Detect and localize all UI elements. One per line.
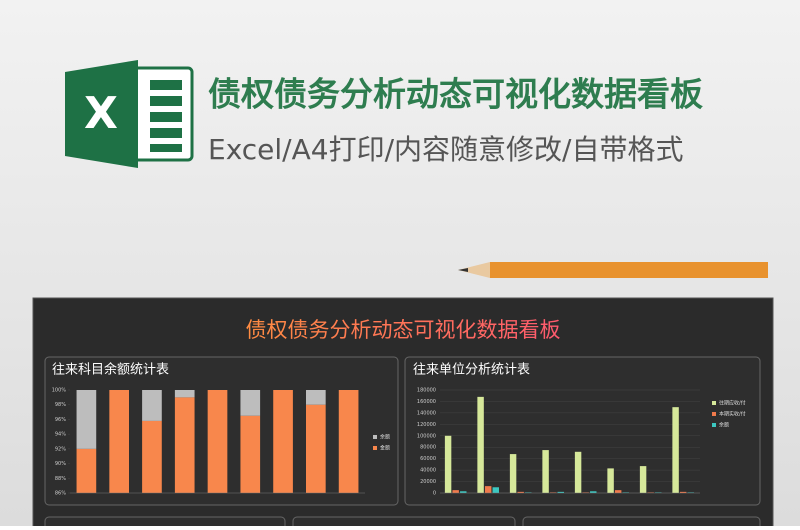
y-tick-label: 100000 bbox=[417, 433, 436, 439]
bar bbox=[509, 454, 517, 493]
y-tick-label: 86% bbox=[55, 491, 66, 497]
y-tick-label: 40000 bbox=[420, 468, 436, 474]
panel bbox=[44, 516, 286, 530]
legend-label: 往期应收/付 bbox=[719, 400, 746, 407]
bar-segment bbox=[306, 404, 326, 493]
legend-swatch bbox=[712, 412, 716, 416]
bar-segment bbox=[142, 420, 162, 493]
bar-segment bbox=[109, 390, 129, 493]
y-tick-label: 88% bbox=[55, 476, 66, 482]
y-tick-label: 92% bbox=[55, 446, 66, 452]
y-tick-label: 94% bbox=[55, 432, 66, 438]
bar bbox=[639, 466, 647, 493]
y-tick-label: 180000 bbox=[417, 388, 436, 394]
bar bbox=[484, 486, 492, 493]
bar bbox=[492, 487, 499, 493]
panel bbox=[292, 516, 516, 530]
bar bbox=[679, 491, 687, 493]
y-tick-label: 100% bbox=[52, 388, 67, 394]
bar-segment bbox=[338, 390, 359, 493]
legend-label: 金额 bbox=[380, 445, 390, 452]
bar bbox=[614, 490, 622, 493]
bar bbox=[607, 468, 614, 493]
bar-segment bbox=[174, 397, 195, 493]
legend-swatch bbox=[373, 435, 377, 439]
bar bbox=[517, 491, 524, 493]
bar-segment bbox=[174, 390, 195, 398]
y-tick-label: 60000 bbox=[420, 456, 436, 462]
y-tick-label: 160000 bbox=[417, 399, 436, 405]
dashboard-title: 债权债务分析动态可视化数据看板 bbox=[246, 318, 561, 342]
header-title: 债权债务分析动态可视化数据看板 bbox=[208, 75, 703, 114]
legend-label: 余额 bbox=[719, 422, 729, 429]
bar bbox=[557, 491, 564, 493]
y-tick-label: 98% bbox=[55, 402, 66, 408]
pencil bbox=[458, 262, 768, 278]
bar bbox=[452, 490, 459, 493]
y-tick-label: 20000 bbox=[420, 479, 436, 485]
bar bbox=[477, 396, 484, 493]
header-subtitle: Excel/A4打印/内容随意修改/自带格式 bbox=[208, 133, 683, 166]
legend-label: 余额 bbox=[380, 434, 390, 441]
bar-segment bbox=[240, 415, 261, 493]
y-tick-label: 96% bbox=[55, 417, 66, 423]
bar-segment bbox=[207, 390, 228, 493]
panel bbox=[404, 356, 761, 506]
bar-segment bbox=[76, 448, 97, 493]
bar bbox=[574, 451, 582, 493]
legend-swatch bbox=[373, 446, 377, 450]
legend-swatch bbox=[712, 401, 716, 405]
bar bbox=[444, 435, 452, 493]
chart-title: 往来科目余额统计表 bbox=[52, 362, 169, 378]
y-tick-label: 90% bbox=[55, 461, 66, 467]
svg-text:X: X bbox=[84, 88, 118, 139]
y-tick-label: 120000 bbox=[417, 422, 436, 428]
bar bbox=[460, 491, 467, 493]
bar-segment bbox=[240, 390, 261, 416]
excel-logo: X bbox=[65, 60, 194, 168]
bar-segment bbox=[306, 390, 326, 405]
bar bbox=[672, 407, 679, 493]
chart-title: 往来单位分析统计表 bbox=[413, 363, 530, 378]
y-tick-label: 140000 bbox=[417, 410, 436, 416]
bar bbox=[542, 450, 549, 493]
bar bbox=[590, 491, 597, 493]
panel bbox=[522, 516, 761, 530]
y-tick-label: 0 bbox=[433, 491, 436, 497]
bar-segment bbox=[142, 390, 162, 421]
legend-swatch bbox=[712, 423, 716, 427]
legend-label: 本期实收/付 bbox=[719, 411, 746, 418]
bar-segment bbox=[76, 390, 97, 449]
y-tick-label: 80000 bbox=[420, 445, 436, 451]
bar-segment bbox=[273, 390, 293, 493]
